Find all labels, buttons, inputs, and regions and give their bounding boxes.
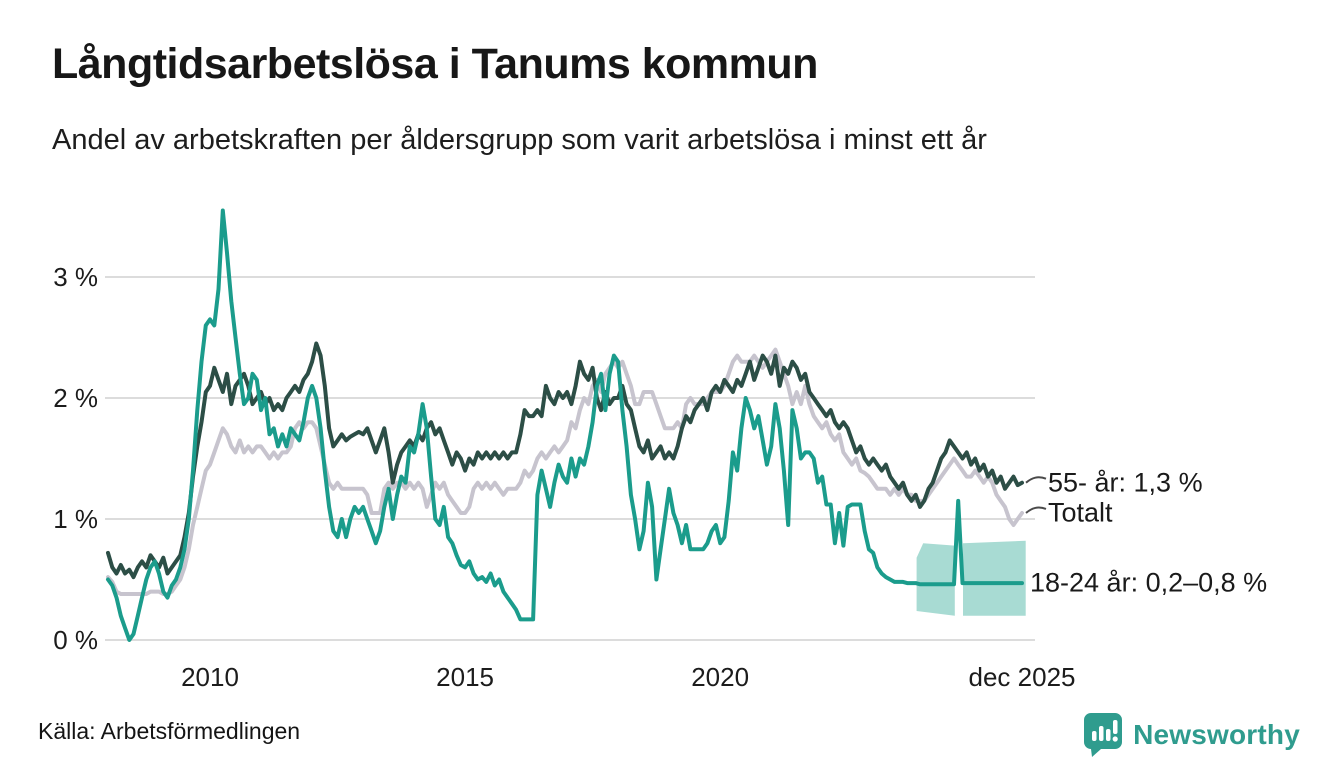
newsworthy-logo-icon (1084, 713, 1123, 757)
y-axis-tick-label: 3 % (53, 262, 98, 292)
series-label-18-24: 18-24 år: 0,2–0,8 % (1030, 567, 1268, 598)
series-label-55: 55- år: 1,3 % (1048, 467, 1203, 498)
newsworthy-logo: Newsworthy (1083, 712, 1300, 758)
y-axis-tick-label: 2 % (53, 383, 98, 413)
source-caption: Källa: Arbetsförmedlingen (38, 718, 301, 744)
series-label-totalt: Totalt (1048, 497, 1113, 528)
series-line-18-24-r (106, 208, 1024, 642)
x-axis-tick-label: 2020 (691, 662, 749, 692)
uncertainty-band (916, 543, 955, 616)
uncertainty-band (963, 540, 1026, 616)
chart-subtitle: Andel av arbetskraften per åldersgrupp s… (52, 124, 987, 156)
x-axis-tick-label: dec 2025 (969, 662, 1076, 692)
series-line-55-r (106, 341, 1024, 580)
annotation-connector (1025, 506, 1047, 514)
newsworthy-wordmark: Newsworthy (1133, 719, 1300, 750)
y-axis-tick-label: 0 % (53, 625, 98, 655)
page-title: Långtidsarbetslösa i Tanums kommun (52, 40, 818, 88)
series-line-totalt (106, 347, 1024, 596)
annotation-connector (1025, 476, 1047, 484)
y-axis-tick-label: 1 % (53, 504, 98, 534)
x-axis-tick-label: 2015 (436, 662, 494, 692)
x-axis-tick-label: 2010 (181, 662, 239, 692)
